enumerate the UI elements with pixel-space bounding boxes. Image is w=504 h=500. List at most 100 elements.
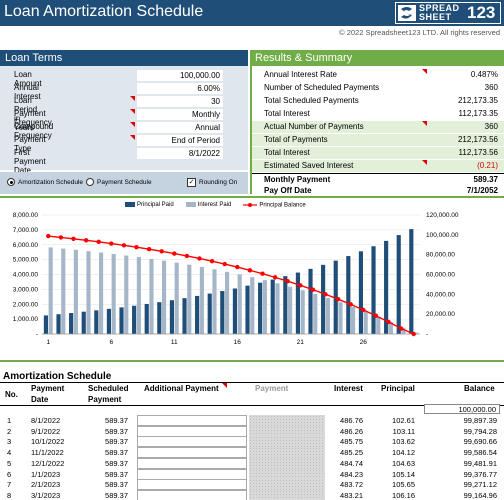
- row-scheduled-payment: 589.37: [105, 490, 128, 500]
- row-no: 6: [7, 469, 12, 479]
- chart-plot: - 1,000.00 2,000.00 3,000.00 4,000.00 5,000.0…: [13, 212, 459, 346]
- compound-frequency-select[interactable]: Annual: [137, 122, 223, 133]
- additional-payment-input[interactable]: [137, 489, 247, 500]
- payment-input: [249, 415, 325, 426]
- row-no: 4: [7, 448, 12, 458]
- y-left-tick-label: 1,000.00: [13, 316, 39, 323]
- additional-payment-input[interactable]: [137, 425, 247, 437]
- legend-principal-paid: Principal Paid: [125, 202, 174, 208]
- row-principal: 105.14: [392, 469, 415, 479]
- principal-paid-bar: [56, 314, 61, 334]
- row-balance: 99,690.66: [463, 437, 497, 447]
- result-row: Number of Scheduled Payments 360: [264, 83, 498, 92]
- first-payment-date-input[interactable]: 8/1/2022: [137, 148, 223, 159]
- loan-period-input[interactable]: 30: [137, 96, 223, 107]
- interest-paid-bar: [48, 247, 53, 334]
- comment-flag-icon: [422, 160, 427, 165]
- principal-balance-point: [373, 313, 379, 318]
- principal-paid-bar: [207, 293, 212, 334]
- annual-interest-input[interactable]: 6.00%: [137, 83, 223, 94]
- y-left-tick-label: 6,000.00: [13, 242, 39, 249]
- pay-off-date-row: Pay Off Date 7/1/2052: [264, 186, 498, 195]
- row-balance: 99,376.77: [463, 469, 497, 479]
- principal-balance-point: [46, 233, 51, 239]
- row-no: 5: [7, 458, 12, 468]
- legend-principal-balance: Principal Balance: [243, 202, 306, 209]
- interest-paid-bar: [313, 293, 318, 334]
- payment-frequency-select[interactable]: Monthly: [137, 109, 223, 120]
- row-scheduled-payment: 589.37: [105, 469, 128, 479]
- row-scheduled-payment: 589.37: [105, 458, 128, 468]
- x-tick-label: 21: [297, 339, 305, 346]
- principal-paid-bar: [195, 295, 200, 334]
- payment-schedule-radio[interactable]: Payment Schedule: [86, 178, 152, 186]
- interest-paid-bar: [351, 306, 356, 334]
- comment-flag-icon: [422, 121, 427, 126]
- checkmark-icon: ✓: [187, 178, 196, 187]
- additional-payment-input[interactable]: [137, 415, 247, 426]
- additional-payment-input[interactable]: [137, 479, 247, 491]
- additional-payment-input[interactable]: [137, 447, 247, 459]
- principal-paid-bar: [295, 272, 300, 334]
- row-date: 1/1/2023: [31, 469, 61, 479]
- principal-balance-point: [146, 246, 152, 252]
- principal-balance-point: [323, 292, 328, 297]
- col-no: No.: [5, 390, 18, 399]
- payment-type-select[interactable]: End of Period: [137, 135, 223, 146]
- payment-input: [249, 479, 325, 491]
- row-no: 7: [7, 480, 12, 490]
- radio-selected-icon: [7, 178, 15, 186]
- principal-paid-bar: [119, 307, 124, 334]
- amortization-schedule-radio[interactable]: Amortization Schedule: [7, 178, 83, 186]
- interest-paid-bar: [275, 283, 280, 334]
- row-balance: 99,481.91: [463, 458, 497, 468]
- principal-paid-bar: [258, 282, 263, 334]
- table-row: 7 2/1/2023 589.37 483.72 105.65 99,271.12: [0, 479, 504, 491]
- additional-payment-input[interactable]: [137, 457, 247, 469]
- interest-paid-bar: [124, 255, 129, 334]
- principal-balance-point: [172, 251, 177, 256]
- row-principal: 103.62: [392, 437, 415, 447]
- row-principal: 104.63: [392, 458, 415, 468]
- principal-paid-bar: [346, 256, 351, 334]
- row-principal: 104.12: [392, 448, 415, 458]
- row-scheduled-payment: 589.37: [105, 416, 128, 425]
- interest-paid-bar: [136, 257, 141, 334]
- row-balance: 99,897.39: [463, 416, 497, 425]
- y-left-tick-label: 8,000.00: [13, 212, 39, 219]
- additional-payment-input[interactable]: [137, 468, 247, 480]
- principal-balance-point: [96, 239, 101, 245]
- table-row: 3 10/1/2022 589.37 485.75 103.62 99,690.66: [0, 436, 504, 448]
- result-row: Estimated Saved Interest (0.21): [252, 160, 504, 172]
- y-right-tick-label: 100,000.00: [426, 232, 459, 239]
- row-balance: 99,794.28: [463, 426, 497, 436]
- y-right-tick-label: 120,000.00: [426, 212, 459, 219]
- principal-balance-point: [411, 331, 416, 337]
- rounding-on-checkbox[interactable]: ✓ Rounding On: [187, 178, 238, 187]
- principal-paid-bar: [384, 240, 389, 334]
- principal-paid-bar: [157, 302, 162, 334]
- table-row: 4 11/1/2022 589.37 485.25 104.12 99,586.54: [0, 447, 504, 459]
- payment-input: [249, 468, 325, 480]
- principal-balance-point: [247, 268, 253, 273]
- principal-balance-point: [386, 319, 391, 325]
- interest-paid-bar: [250, 277, 255, 334]
- opening-balance-row: 100,000.00: [0, 404, 504, 415]
- row-interest: 486.76: [340, 416, 363, 425]
- payment-input: [249, 436, 325, 448]
- principal-paid-bar: [43, 315, 48, 334]
- y-left-tick-label: 2,000.00: [13, 301, 39, 308]
- comment-flag-icon: [422, 69, 427, 74]
- principal-paid-bar: [270, 279, 275, 334]
- schedule-table-header: No. Payment Date Scheduled Payment Addit…: [0, 382, 504, 406]
- principal-paid-bar: [94, 310, 99, 334]
- row-interest: 484.23: [340, 469, 363, 479]
- principal-paid-bar: [371, 246, 376, 334]
- results-summary-header: Results & Summary: [250, 50, 504, 66]
- loan-amount-input[interactable]: 100,000.00: [137, 70, 223, 81]
- interest-paid-bar: [73, 249, 78, 334]
- row-principal: 105.65: [392, 480, 415, 490]
- principal-balance-point: [83, 238, 89, 243]
- additional-payment-input[interactable]: [137, 436, 247, 448]
- x-tick-label: 26: [360, 339, 368, 346]
